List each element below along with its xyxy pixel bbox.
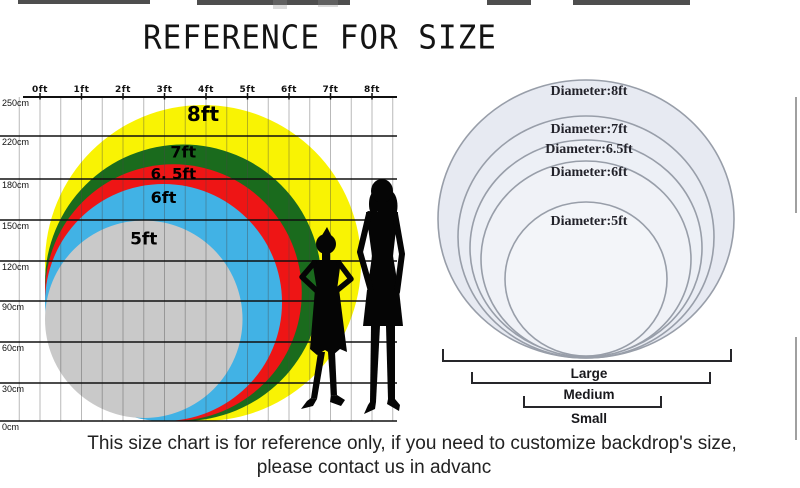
x-tick-label: 4ft xyxy=(198,85,214,95)
child-silhouette-part xyxy=(322,253,330,261)
x-tick-label: 8ft xyxy=(364,85,380,95)
x-tick-label: 1ft xyxy=(74,85,90,95)
woman-silhouette-part xyxy=(387,399,400,411)
cropped-edge-line xyxy=(795,337,797,440)
y-tick-label: 30cm xyxy=(2,384,24,394)
x-tick-label: 5ft xyxy=(240,85,256,95)
woman-silhouette xyxy=(357,179,405,414)
size-group-bracket xyxy=(442,349,732,362)
diameter-label: Diameter:6ft xyxy=(551,165,628,180)
child-silhouette-part xyxy=(310,289,347,355)
woman-silhouette-part xyxy=(357,211,374,294)
circle-size-label: 6ft xyxy=(151,188,177,207)
woman-silhouette-part xyxy=(386,326,395,399)
woman-silhouette-part xyxy=(378,200,386,213)
woman-silhouette-part xyxy=(392,211,405,295)
woman-silhouette-part xyxy=(364,402,376,414)
circle-size-label: 8ft xyxy=(187,102,220,126)
footer-line-1: This size chart is for reference only, i… xyxy=(87,433,737,454)
size-group-bracket xyxy=(523,396,662,408)
y-tick-label: 90cm xyxy=(2,302,24,312)
x-tick-label: 0ft xyxy=(32,85,48,95)
woman-silhouette-part xyxy=(366,212,399,292)
x-tick-label: 3ft xyxy=(157,85,173,95)
y-tick-label: 220cm xyxy=(2,137,29,147)
circle-size-label: 6. 5ft xyxy=(151,165,197,183)
cropped-text-remnant xyxy=(273,0,287,9)
left-chart-ft-axis: 0ft 1ft 2ft 3ft 4ft 5ft 6ft 7ft 8ft xyxy=(23,85,397,100)
page-title-text: REFERENCE FOR SIZE xyxy=(143,18,497,58)
y-tick-label: 250cm xyxy=(2,98,29,108)
size-circle-5ft xyxy=(45,220,243,418)
cropped-text-remnant xyxy=(487,0,531,5)
right-diagram-labels: Diameter:8ft Diameter:7ft Diameter:6.5ft Di… xyxy=(545,84,633,229)
child-silhouette-part xyxy=(311,352,325,399)
left-chart-size-labels: 8ft 7ft 6. 5ft 6ft 5ft xyxy=(130,102,219,250)
cropped-text-remnant xyxy=(197,0,350,5)
left-chart-gridlines xyxy=(18,97,394,421)
child-silhouette-part xyxy=(328,352,337,396)
woman-silhouette-part xyxy=(370,326,380,402)
y-tick-label: 0cm xyxy=(2,422,19,432)
child-silhouette-part xyxy=(316,234,336,254)
diameter-circle-5ft xyxy=(504,201,668,357)
woman-silhouette-part xyxy=(363,290,403,326)
x-tick-label: 7ft xyxy=(323,85,339,95)
x-tick-label: 2ft xyxy=(115,85,131,95)
child-silhouette-part xyxy=(330,395,345,406)
y-tick-label: 120cm xyxy=(2,262,29,272)
circle-size-label: 7ft xyxy=(170,142,196,161)
x-tick-label: 6ft xyxy=(281,85,297,95)
size-group-label-medium: Medium xyxy=(563,387,614,402)
size-group-bracket xyxy=(471,372,711,384)
left-chart-cm-labels: 250cm 220cm 180cm 150cm 120cm 90cm 60cm 30cm 0cm xyxy=(2,98,29,432)
cropped-text-remnant xyxy=(18,0,150,4)
size-group-label-small: Small xyxy=(571,411,607,426)
cropped-edge-line xyxy=(795,97,797,213)
y-tick-label: 150cm xyxy=(2,221,29,231)
circle-size-label: 5ft xyxy=(130,229,157,249)
woman-silhouette-part xyxy=(371,179,393,203)
page-title: REFERENCE FOR SIZE xyxy=(0,18,640,58)
diameter-label: Diameter:5ft xyxy=(551,214,628,229)
right-diagram-circles xyxy=(437,79,735,359)
footer-note: This size chart is for reference only, i… xyxy=(0,432,800,480)
diameter-label: Diameter:8ft xyxy=(551,84,628,99)
child-silhouette-part xyxy=(332,260,354,295)
diameter-label: Diameter:6.5ft xyxy=(545,142,633,157)
child-silhouette xyxy=(299,227,354,409)
diameter-label: Diameter:7ft xyxy=(551,122,628,137)
footer-line-2: please contact us in advanc xyxy=(256,457,492,478)
child-silhouette-part xyxy=(312,260,341,290)
size-group-label-large: Large xyxy=(571,366,608,381)
child-silhouette-part xyxy=(299,260,320,294)
y-tick-label: 60cm xyxy=(2,343,24,353)
cropped-text-remnant xyxy=(318,0,338,7)
y-tick-label: 180cm xyxy=(2,180,29,190)
child-silhouette-part xyxy=(301,398,317,409)
right-diagram-brackets: Large Medium Small xyxy=(442,349,732,426)
cropped-text-remnant xyxy=(573,0,690,5)
